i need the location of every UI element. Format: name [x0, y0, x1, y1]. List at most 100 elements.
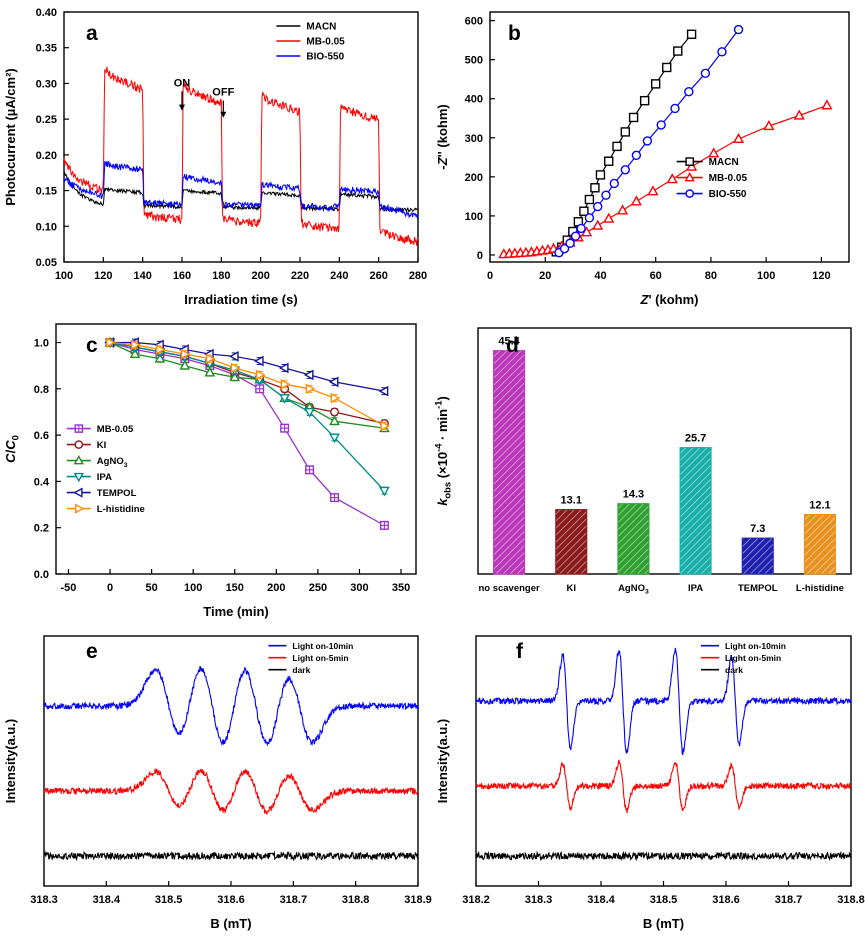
svg-text:0.30: 0.30: [36, 78, 57, 90]
svg-text:0.20: 0.20: [36, 150, 57, 162]
svg-text:80: 80: [705, 270, 717, 282]
svg-text:120: 120: [94, 270, 112, 282]
svg-text:Light on-5min: Light on-5min: [725, 653, 781, 663]
svg-text:0.15: 0.15: [36, 186, 57, 198]
svg-text:0.0: 0.0: [34, 569, 49, 581]
svg-text:25.7: 25.7: [685, 433, 706, 445]
svg-text:100: 100: [55, 270, 73, 282]
svg-text:100: 100: [465, 211, 483, 223]
svg-text:140: 140: [133, 270, 151, 282]
svg-text:150: 150: [226, 582, 244, 594]
svg-text:OFF: OFF: [212, 87, 234, 99]
svg-text:Time (min): Time (min): [203, 604, 269, 619]
svg-text:TEMPOL: TEMPOL: [97, 488, 137, 499]
svg-text:TEMPOL: TEMPOL: [738, 583, 778, 594]
svg-text:13.1: 13.1: [561, 495, 582, 507]
svg-text:MB-0.05: MB-0.05: [709, 173, 748, 184]
svg-text:IPA: IPA: [688, 583, 703, 594]
svg-text:318.6: 318.6: [217, 894, 245, 906]
svg-text:-Z'' (kohm): -Z'' (kohm): [435, 104, 450, 169]
panel-e-letter: e: [86, 640, 98, 663]
svg-text:220: 220: [291, 270, 309, 282]
svg-text:0.25: 0.25: [36, 114, 57, 126]
svg-text:0: 0: [477, 250, 483, 262]
svg-text:280: 280: [409, 270, 427, 282]
svg-text:kobs (×10-4 · min-1): kobs (×10-4 · min-1): [433, 396, 453, 506]
svg-text:BIO-550: BIO-550: [709, 189, 747, 200]
svg-text:Light on-5min: Light on-5min: [292, 653, 348, 663]
svg-text:200: 200: [251, 270, 269, 282]
svg-text:318.2: 318.2: [462, 894, 490, 906]
svg-text:MACN: MACN: [709, 157, 739, 168]
svg-text:0.8: 0.8: [34, 384, 49, 396]
svg-text:318.5: 318.5: [650, 894, 678, 906]
svg-text:0.2: 0.2: [34, 523, 49, 535]
svg-text:200: 200: [267, 582, 285, 594]
svg-text:60: 60: [650, 270, 662, 282]
panel-d-letter: d: [506, 334, 519, 357]
svg-text:318.8: 318.8: [837, 894, 865, 906]
svg-text:100: 100: [184, 582, 202, 594]
svg-text:240: 240: [330, 270, 348, 282]
svg-text:0.4: 0.4: [34, 476, 50, 488]
svg-text:200: 200: [465, 172, 483, 184]
panel-f-chart: 318.2 318.3 318.4 318.5 318.6 318.7 318.8 B (mT…: [435, 635, 865, 931]
svg-text:Photocurrent (µA/cm²): Photocurrent (µA/cm²): [3, 68, 18, 206]
svg-text:318.4: 318.4: [93, 894, 121, 906]
svg-text:300: 300: [350, 582, 368, 594]
svg-text:0.40: 0.40: [36, 7, 57, 19]
svg-text:-50: -50: [61, 582, 77, 594]
svg-text:0.35: 0.35: [36, 43, 57, 55]
svg-text:AgNO3: AgNO3: [618, 583, 649, 596]
svg-text:IPA: IPA: [97, 472, 112, 483]
svg-text:40: 40: [594, 270, 606, 282]
svg-text:600: 600: [465, 16, 483, 28]
svg-text:318.4: 318.4: [587, 894, 615, 906]
svg-text:KI: KI: [97, 440, 107, 451]
svg-text:45.4: 45.4: [498, 336, 520, 348]
svg-text:20: 20: [539, 270, 551, 282]
svg-text:260: 260: [369, 270, 387, 282]
svg-text:0.6: 0.6: [34, 430, 49, 442]
svg-text:0: 0: [487, 270, 493, 282]
svg-text:Intensity(a.u.): Intensity(a.u.): [3, 719, 18, 804]
svg-text:MB-0.05: MB-0.05: [97, 424, 134, 435]
svg-text:1.0: 1.0: [34, 338, 49, 350]
svg-text:ON: ON: [174, 77, 191, 89]
svg-text:400: 400: [465, 94, 483, 106]
svg-text:12.1: 12.1: [809, 499, 830, 511]
svg-text:318.8: 318.8: [342, 894, 370, 906]
panel-a-letter: a: [86, 22, 98, 45]
svg-text:318.7: 318.7: [775, 894, 803, 906]
panel-c-letter: c: [86, 334, 98, 357]
svg-text:KI: KI: [567, 583, 577, 594]
svg-text:MB-0.05: MB-0.05: [306, 37, 345, 48]
svg-text:BIO-550: BIO-550: [306, 52, 344, 63]
svg-text:L-histidine: L-histidine: [796, 583, 844, 594]
svg-text:Light on-10min: Light on-10min: [292, 641, 353, 651]
svg-text:AgNO3: AgNO3: [97, 456, 128, 469]
svg-text:318.5: 318.5: [155, 894, 183, 906]
svg-text:B (mT): B (mT): [210, 916, 251, 931]
svg-text:100: 100: [757, 270, 775, 282]
panel-c-chart: -50 0 50 100 150 200 250 300 350 0.0 0.2 0.4 0.6 0.8 1…: [3, 323, 417, 619]
svg-text:14.3: 14.3: [623, 489, 644, 501]
panel-e-chart: 318.3 318.4 318.5 318.6 318.7 318.8 318.9 B (mT…: [3, 635, 432, 931]
svg-text:318.3: 318.3: [30, 894, 58, 906]
svg-text:350: 350: [392, 582, 410, 594]
svg-text:Intensity(a.u.): Intensity(a.u.): [435, 719, 450, 804]
svg-text:500: 500: [465, 55, 483, 67]
svg-text:Z' (kohm): Z' (kohm): [640, 292, 699, 307]
svg-text:7.3: 7.3: [750, 523, 765, 535]
svg-text:no scavenger: no scavenger: [478, 583, 540, 594]
panel-a-chart: 100 120 140 160 180 200 220 240 260 280 0.05 0.10 0.…: [3, 7, 427, 307]
svg-text:C/C0: C/C0: [3, 435, 21, 463]
svg-text:318.7: 318.7: [280, 894, 308, 906]
panel-b-letter: b: [508, 22, 521, 45]
svg-text:dark: dark: [725, 665, 743, 675]
svg-text:300: 300: [465, 133, 483, 145]
svg-text:0: 0: [107, 582, 113, 594]
svg-text:Light on-10min: Light on-10min: [725, 641, 786, 651]
svg-text:250: 250: [309, 582, 327, 594]
